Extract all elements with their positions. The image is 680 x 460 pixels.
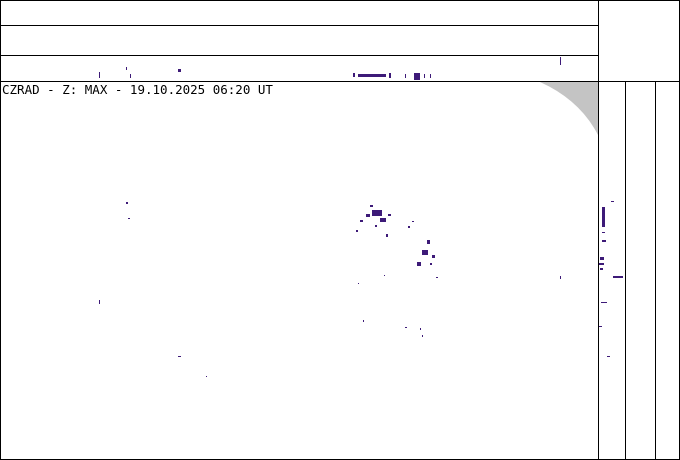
echoes — [99, 202, 561, 377]
side-profile — [599, 201, 623, 357]
radar-title: CZRAD - Z: MAX - 19.10.2025 06:20 UT — [2, 82, 273, 97]
out-of-range-area — [540, 82, 598, 135]
top-profile — [99, 57, 561, 80]
